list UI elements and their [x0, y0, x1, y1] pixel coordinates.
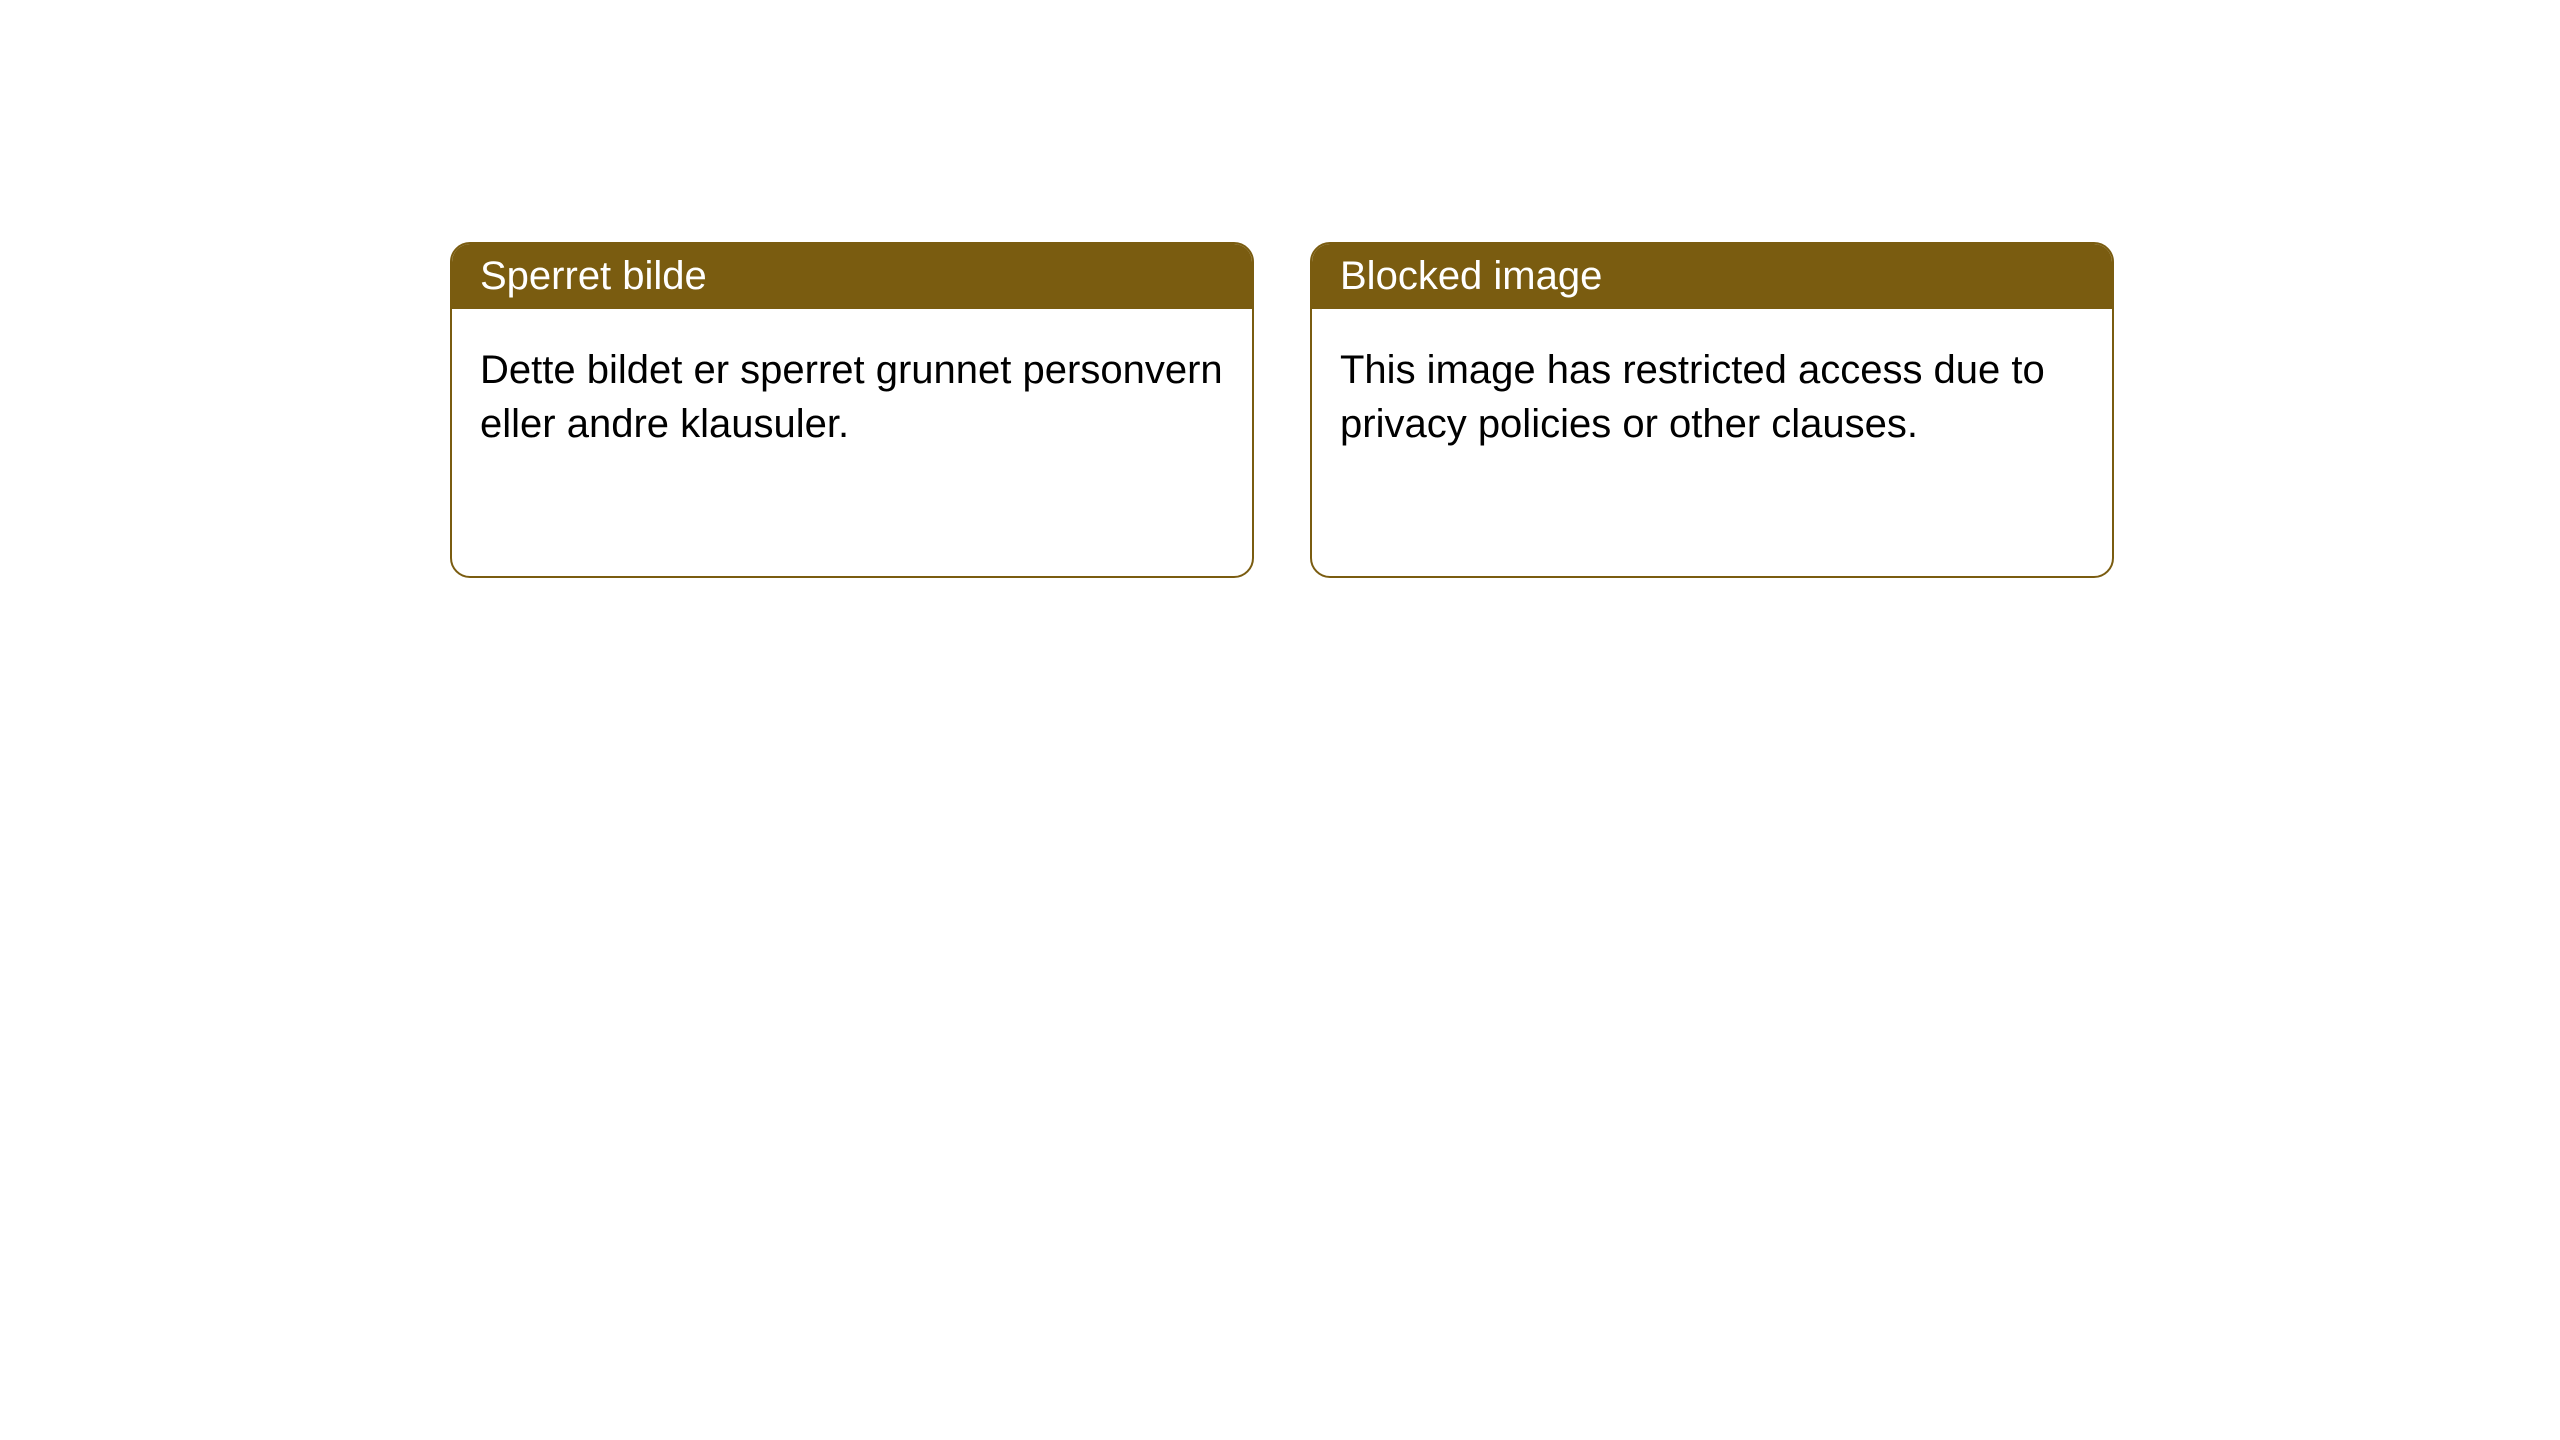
card-header-norwegian: Sperret bilde [452, 244, 1252, 309]
card-header-english: Blocked image [1312, 244, 2112, 309]
card-title: Blocked image [1340, 254, 1602, 298]
notice-card-english: Blocked image This image has restricted … [1310, 242, 2114, 578]
notice-container: Sperret bilde Dette bildet er sperret gr… [450, 242, 2560, 578]
card-body-english: This image has restricted access due to … [1312, 309, 2112, 485]
card-title: Sperret bilde [480, 254, 707, 298]
notice-card-norwegian: Sperret bilde Dette bildet er sperret gr… [450, 242, 1254, 578]
card-body-text: Dette bildet er sperret grunnet personve… [480, 348, 1223, 446]
card-body-norwegian: Dette bildet er sperret grunnet personve… [452, 309, 1252, 485]
card-body-text: This image has restricted access due to … [1340, 348, 2045, 446]
